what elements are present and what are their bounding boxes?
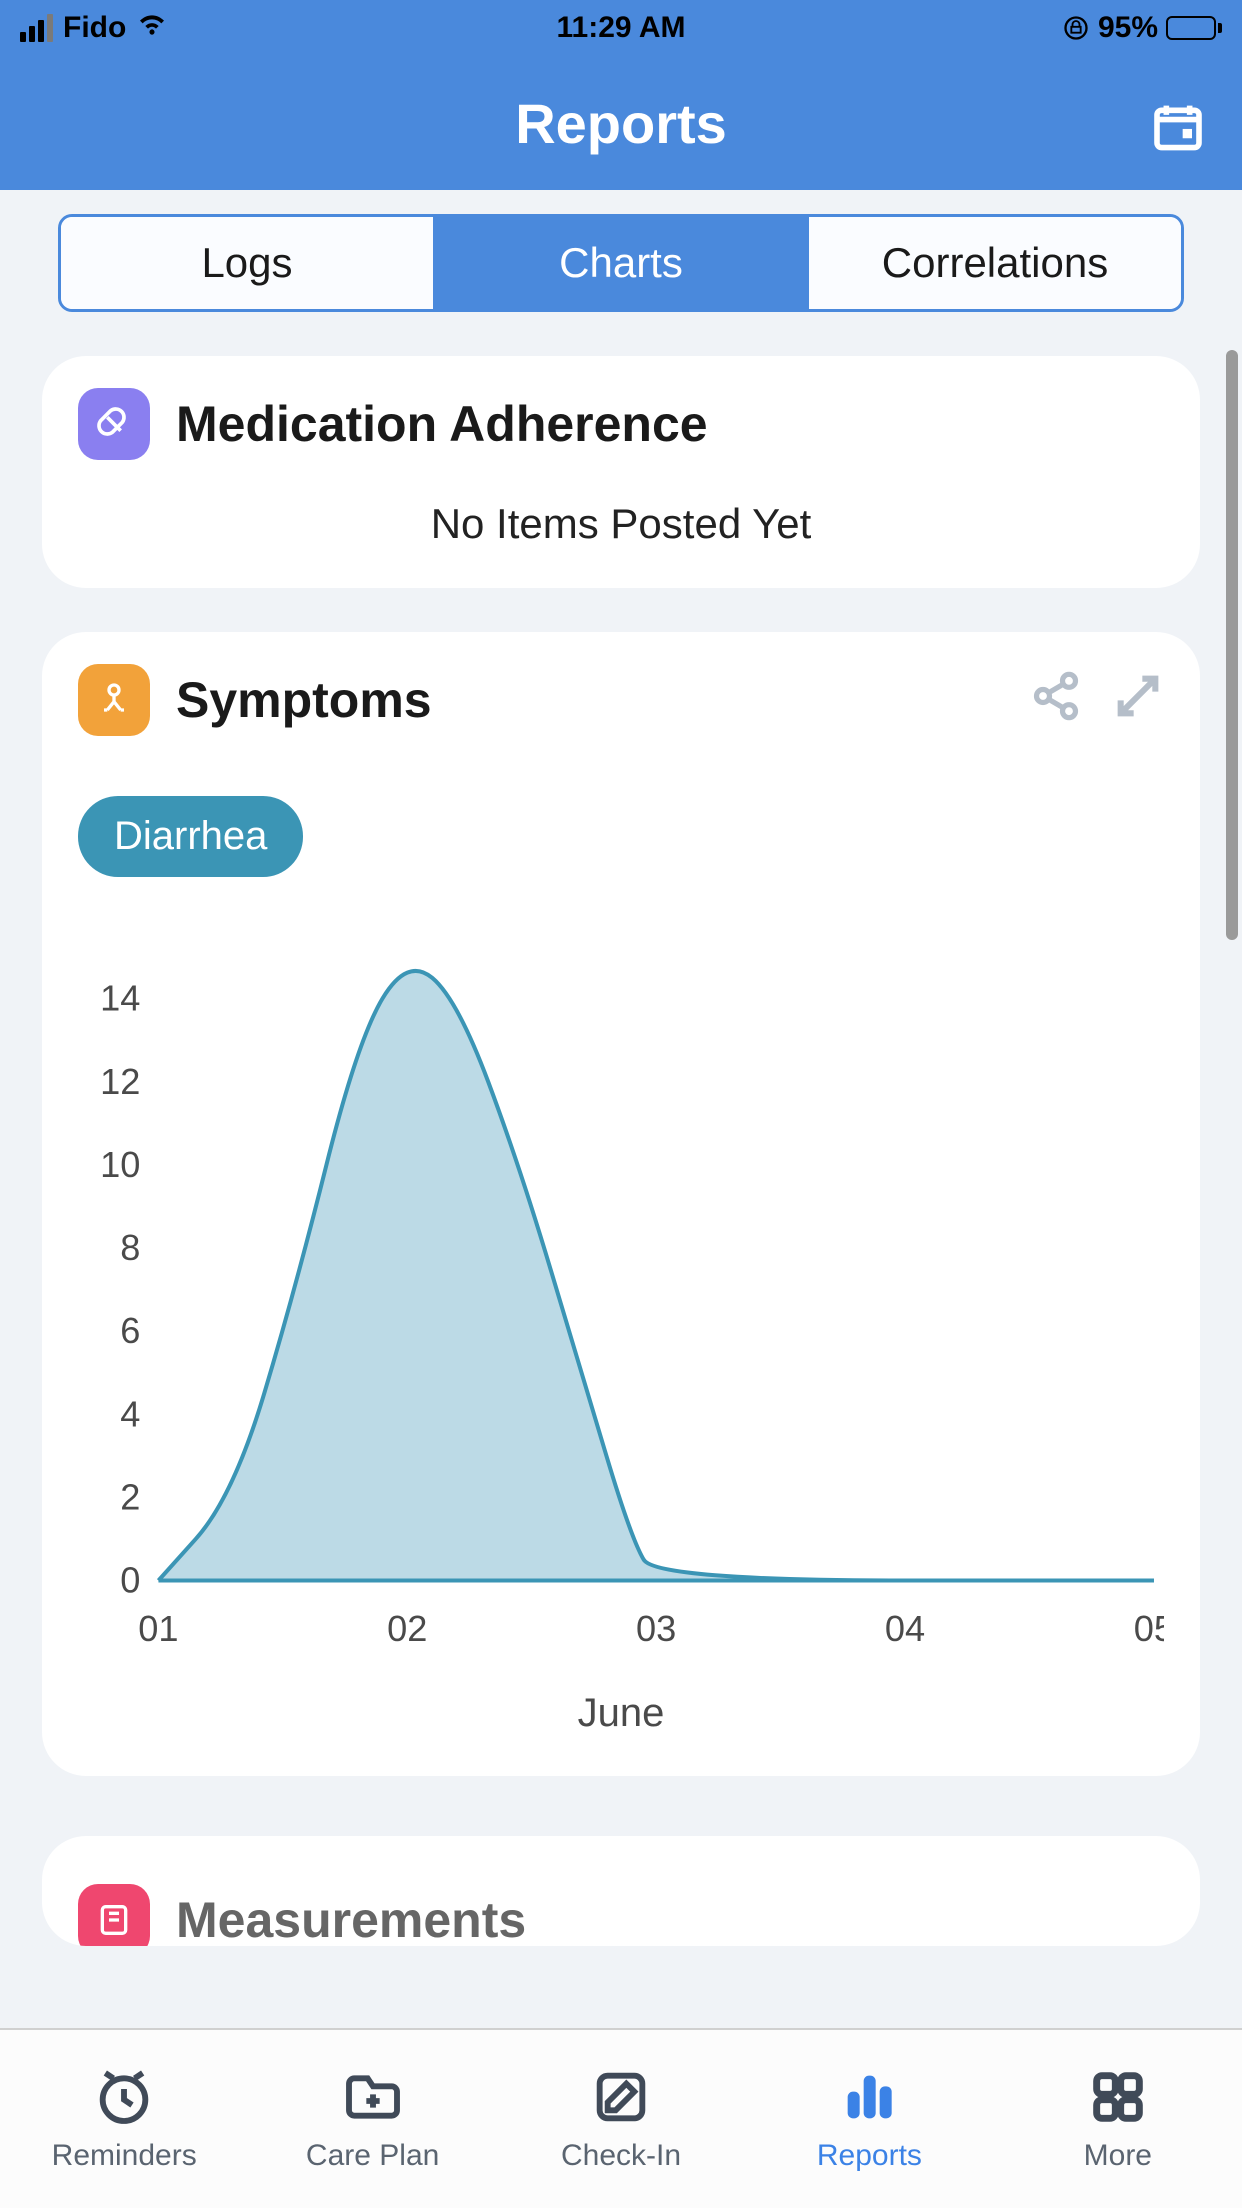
calendar-button[interactable] xyxy=(1150,99,1206,160)
scroll-indicator[interactable] xyxy=(1226,350,1238,940)
wifi-icon xyxy=(136,8,168,48)
tab-bar: Reminders Care Plan Check-In Reports Mor… xyxy=(0,2028,1242,2208)
expand-button[interactable] xyxy=(1112,670,1164,727)
tab-correlations[interactable]: Correlations xyxy=(807,217,1181,309)
svg-text:6: 6 xyxy=(120,1310,140,1351)
card-title-symptoms: Symptoms xyxy=(176,671,432,729)
tab-care-plan[interactable]: Care Plan xyxy=(248,2030,496,2208)
svg-text:12: 12 xyxy=(100,1061,140,1102)
svg-text:2: 2 xyxy=(120,1476,140,1517)
tab-check-in[interactable]: Check-In xyxy=(497,2030,745,2208)
measurement-icon xyxy=(78,1884,150,1946)
status-left: Fido xyxy=(20,8,168,48)
calendar-icon xyxy=(1150,99,1206,155)
orientation-lock-icon xyxy=(1062,14,1090,42)
share-icon xyxy=(1030,670,1082,722)
svg-text:03: 03 xyxy=(636,1608,676,1649)
status-right: 95% xyxy=(1062,11,1222,45)
status-bar: Fido 11:29 AM 95% xyxy=(0,0,1242,56)
card-symptoms: Symptoms Diarrhea 024681012140102030405 … xyxy=(42,632,1200,1776)
svg-text:14: 14 xyxy=(100,978,140,1019)
tab-logs[interactable]: Logs xyxy=(61,217,433,309)
status-time: 11:29 AM xyxy=(557,11,686,45)
filter-chip-diarrhea[interactable]: Diarrhea xyxy=(78,796,303,877)
pill-icon xyxy=(78,388,150,460)
symptom-icon xyxy=(78,664,150,736)
expand-icon xyxy=(1112,670,1164,722)
segmented-control: Logs Charts Correlations xyxy=(58,214,1184,312)
tab-label-reminders: Reminders xyxy=(52,2139,197,2173)
carrier-label: Fido xyxy=(63,11,126,45)
svg-text:8: 8 xyxy=(120,1227,140,1268)
clock-icon xyxy=(92,2065,156,2129)
bars-icon xyxy=(837,2065,901,2129)
tab-reports[interactable]: Reports xyxy=(745,2030,993,2208)
empty-state-text: No Items Posted Yet xyxy=(78,500,1164,548)
svg-text:4: 4 xyxy=(120,1393,140,1434)
signal-icon xyxy=(20,14,53,42)
tab-reminders[interactable]: Reminders xyxy=(0,2030,248,2208)
svg-text:02: 02 xyxy=(387,1608,427,1649)
battery-percent: 95% xyxy=(1098,11,1158,45)
tab-label-more: More xyxy=(1084,2139,1152,2173)
card-medication-adherence: Medication Adherence No Items Posted Yet xyxy=(42,356,1200,588)
svg-text:05: 05 xyxy=(1134,1608,1164,1649)
svg-text:01: 01 xyxy=(138,1608,178,1649)
folder-plus-icon xyxy=(341,2065,405,2129)
card-title-measurements: Measurements xyxy=(176,1891,526,1946)
symptoms-chart: 024681012140102030405 June xyxy=(78,947,1164,1736)
share-button[interactable] xyxy=(1030,670,1082,727)
battery-icon xyxy=(1166,16,1222,40)
grid-icon xyxy=(1086,2065,1150,2129)
card-title-medication: Medication Adherence xyxy=(176,395,708,453)
svg-text:0: 0 xyxy=(120,1560,140,1601)
edit-icon xyxy=(589,2065,653,2129)
app-header: Reports xyxy=(0,56,1242,190)
tab-label-reports: Reports xyxy=(817,2139,922,2173)
content-scroll[interactable]: Medication Adherence No Items Posted Yet… xyxy=(0,356,1242,1946)
chart-x-axis-title: June xyxy=(78,1691,1164,1736)
page-title: Reports xyxy=(515,91,727,156)
tab-label-check-in: Check-In xyxy=(561,2139,681,2173)
tab-charts[interactable]: Charts xyxy=(433,217,807,309)
card-measurements: Measurements xyxy=(42,1836,1200,1946)
svg-text:04: 04 xyxy=(885,1608,925,1649)
chart-svg: 024681012140102030405 xyxy=(78,947,1164,1671)
tab-more[interactable]: More xyxy=(994,2030,1242,2208)
tab-label-care-plan: Care Plan xyxy=(306,2139,439,2173)
svg-text:10: 10 xyxy=(100,1144,140,1185)
